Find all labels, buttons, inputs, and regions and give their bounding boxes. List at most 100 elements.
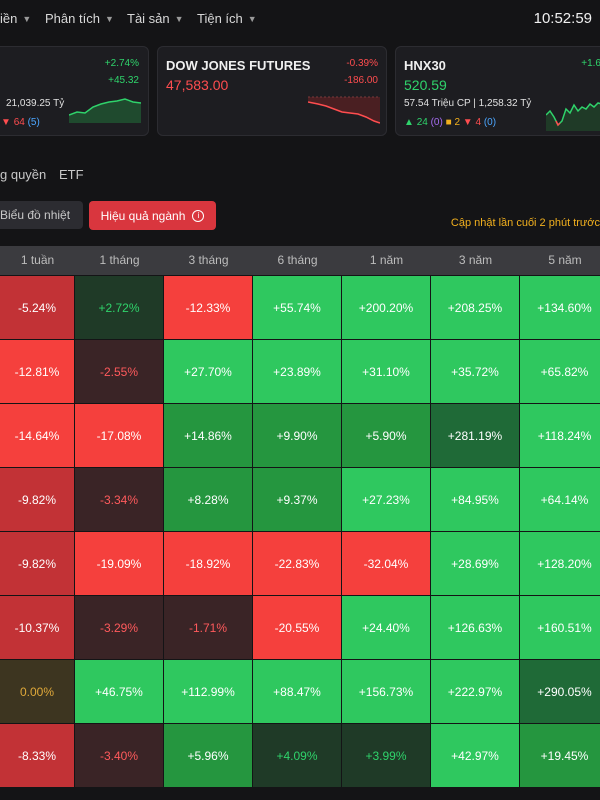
nav-item-thi-truong[interactable]: iền ▼ xyxy=(0,11,31,26)
table-cell[interactable]: +160.51% xyxy=(520,596,600,660)
table-cell[interactable]: -1.71% xyxy=(164,596,253,660)
down-arrow-icon: ▼ xyxy=(462,117,473,128)
breadth-up-ref: (0) xyxy=(430,117,443,128)
index-volume: 57.54 Triệu CP | 1,258.32 Tỷ xyxy=(404,98,532,109)
table-cell[interactable]: -12.33% xyxy=(164,276,253,340)
table-cell[interactable]: +200.20% xyxy=(342,276,431,340)
table-cell[interactable]: +4.09% xyxy=(253,724,342,788)
table-cell[interactable]: +2.72% xyxy=(75,276,164,340)
table-cell[interactable]: +118.24% xyxy=(520,404,600,468)
table-cell[interactable]: +290.05% xyxy=(520,660,600,724)
index-volume: 21,039.25 Tỷ xyxy=(6,98,65,109)
table-cell[interactable]: -9.82% xyxy=(0,468,75,532)
table-cell[interactable]: -18.92% xyxy=(164,532,253,596)
table-cell[interactable]: -3.34% xyxy=(75,468,164,532)
up-arrow-icon: ▲ xyxy=(404,117,414,128)
table-cell[interactable]: -3.29% xyxy=(75,596,164,660)
column-header-5-years[interactable]: 5 năm xyxy=(548,253,582,267)
table-cell[interactable]: -12.81% xyxy=(0,340,75,404)
table-cell[interactable]: -3.40% xyxy=(75,724,164,788)
table-cell[interactable]: -19.09% xyxy=(75,532,164,596)
table-cell[interactable]: -10.37% xyxy=(0,596,75,660)
info-icon[interactable]: i xyxy=(192,209,205,222)
heatmap-button[interactable]: Biểu đồ nhiệt xyxy=(0,201,83,229)
table-cell[interactable]: +5.96% xyxy=(164,724,253,788)
table-cell[interactable]: +9.90% xyxy=(253,404,342,468)
breadth-ref-count: (5) xyxy=(27,117,40,128)
table-cell[interactable]: +88.47% xyxy=(253,660,342,724)
table-cell[interactable]: +134.60% xyxy=(520,276,600,340)
column-header-3-years[interactable]: 3 năm xyxy=(458,253,493,267)
table-cell[interactable]: +281.19% xyxy=(431,404,520,468)
table-cell[interactable]: -9.82% xyxy=(0,532,75,596)
table-cell[interactable]: +27.23% xyxy=(342,468,431,532)
table-cell[interactable]: +23.89% xyxy=(253,340,342,404)
index-card[interactable]: +2.74% +45.32 21,039.25 Tỷ ▼ 64 (5) xyxy=(0,46,149,136)
nav-item-tien-ich[interactable]: Tiện ích ▼ xyxy=(197,11,257,26)
breadth-up-count: 24 xyxy=(416,117,428,128)
table-cell[interactable]: +35.72% xyxy=(431,340,520,404)
table-cell[interactable]: +84.95% xyxy=(431,468,520,532)
table-cell[interactable]: -32.04% xyxy=(342,532,431,596)
index-price: 47,583.00 xyxy=(166,77,229,93)
table-cell[interactable]: -8.33% xyxy=(0,724,75,788)
index-card-dow-jones[interactable]: DOW JONES FUTURES 47,583.00 -0.39% -186.… xyxy=(157,46,387,136)
table-cell[interactable]: +65.82% xyxy=(520,340,600,404)
column-header-6-months[interactable]: 6 tháng xyxy=(277,253,318,267)
index-price: 520.59 xyxy=(404,77,447,93)
table-cell[interactable]: -17.08% xyxy=(75,404,164,468)
table-cell[interactable]: +19.45% xyxy=(520,724,600,788)
flat-square-icon: ■ xyxy=(445,117,452,128)
filter-etf[interactable]: ETF xyxy=(59,167,84,182)
table-cell[interactable]: +27.70% xyxy=(164,340,253,404)
table-cell[interactable]: +9.37% xyxy=(253,468,342,532)
chevron-down-icon: ▼ xyxy=(104,13,114,24)
table-cell[interactable]: +31.10% xyxy=(342,340,431,404)
table-cell[interactable]: +8.28% xyxy=(164,468,253,532)
table-cell[interactable]: +126.63% xyxy=(431,596,520,660)
nav-item-phan-tich[interactable]: Phân tích ▼ xyxy=(45,11,114,26)
table-cell[interactable]: +14.86% xyxy=(164,404,253,468)
index-change-percent: +2.74% xyxy=(104,58,139,69)
filter-co-phieu-von-hoa[interactable]: g quyền xyxy=(0,167,47,182)
sector-performance-button[interactable]: Hiệu quả ngành i xyxy=(89,201,216,230)
breadth-down-count: 64 xyxy=(13,117,25,128)
column-header-3-months[interactable]: 3 tháng xyxy=(188,253,229,267)
down-arrow-icon: ▼ xyxy=(1,117,11,128)
last-updated-text: Cập nhật lần cuối 2 phút trước xyxy=(450,217,600,229)
index-change-points: +45.32 xyxy=(108,75,139,86)
table-cell[interactable]: +112.99% xyxy=(164,660,253,724)
table-cell[interactable]: -5.24% xyxy=(0,276,75,340)
table-cell[interactable]: +3.99% xyxy=(342,724,431,788)
table-cell[interactable]: +128.20% xyxy=(520,532,600,596)
top-navigation: iền ▼ Phân tích ▼ Tài sản ▼ Tiện ích ▼ 1… xyxy=(0,0,600,38)
table-cell[interactable]: +156.73% xyxy=(342,660,431,724)
nav-item-label: Phân tích xyxy=(45,11,100,26)
table-cell[interactable]: +5.90% xyxy=(342,404,431,468)
table-cell[interactable]: 0.00% xyxy=(0,660,75,724)
table-cell[interactable]: +64.14% xyxy=(520,468,600,532)
sparkline-chart xyxy=(308,96,380,124)
column-header-1-month[interactable]: 1 tháng xyxy=(99,253,140,267)
index-card-hnx30[interactable]: HNX30 520.59 +1.6 57.54 Triệu CP | 1,258… xyxy=(395,46,600,136)
table-cell[interactable]: -20.55% xyxy=(253,596,342,660)
table-cell[interactable]: -2.55% xyxy=(75,340,164,404)
table-cell[interactable]: -22.83% xyxy=(253,532,342,596)
chevron-down-icon: ▼ xyxy=(247,13,257,24)
table-cell[interactable]: +208.25% xyxy=(431,276,520,340)
table-cell[interactable]: +55.74% xyxy=(253,276,342,340)
index-change-percent: -0.39% xyxy=(346,58,378,69)
table-cell[interactable]: -14.64% xyxy=(0,404,75,468)
table-cell[interactable]: +222.97% xyxy=(431,660,520,724)
breadth-flat-count: 2 xyxy=(454,117,460,128)
breadth-down-ref: (0) xyxy=(483,117,497,128)
nav-item-label: Tài sản xyxy=(127,11,170,26)
table-cell[interactable]: +42.97% xyxy=(431,724,520,788)
nav-item-tai-san[interactable]: Tài sản ▼ xyxy=(127,11,184,26)
nav-item-label: Tiện ích xyxy=(197,11,243,26)
column-header-1-year[interactable]: 1 năm xyxy=(369,253,404,267)
column-header-1-week[interactable]: 1 tuần xyxy=(20,253,55,267)
table-cell[interactable]: +46.75% xyxy=(75,660,164,724)
table-cell[interactable]: +28.69% xyxy=(431,532,520,596)
table-cell[interactable]: +24.40% xyxy=(342,596,431,660)
